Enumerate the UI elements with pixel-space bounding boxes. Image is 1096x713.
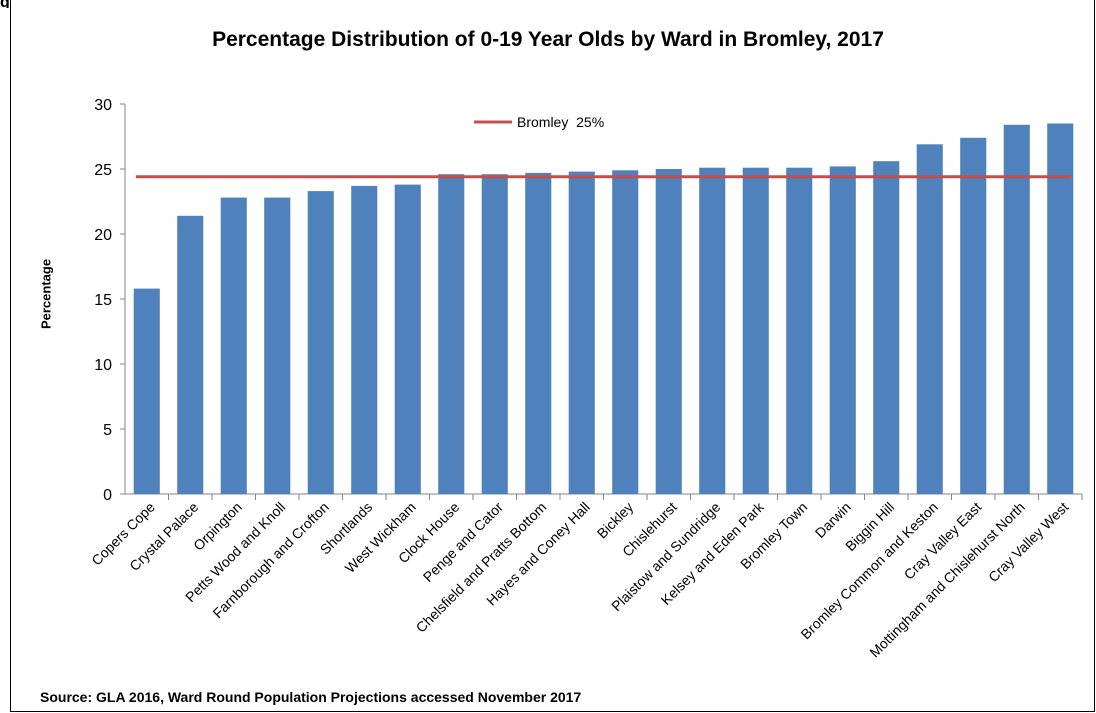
y-tick-label: 0	[103, 487, 112, 504]
bar	[1047, 123, 1074, 494]
chart-title: Percentage Distribution of 0-19 Year Old…	[212, 28, 884, 51]
cropped-heading-fragment: g	[0, 0, 24, 8]
bar	[525, 172, 552, 494]
x-tick-label: Penge and Cator	[420, 499, 506, 585]
y-tick-label: 10	[94, 357, 112, 374]
bar	[1003, 124, 1030, 495]
bar	[177, 215, 204, 495]
bar	[699, 167, 726, 494]
bar	[786, 167, 813, 494]
source-note: Source: GLA 2016, Ward Round Population …	[40, 689, 582, 705]
y-tick-label: 25	[94, 162, 112, 179]
bar	[873, 161, 900, 494]
bar	[220, 197, 247, 494]
bar	[568, 171, 595, 494]
bar	[916, 144, 943, 495]
bar	[394, 184, 421, 494]
y-tick-label: 20	[94, 227, 112, 244]
bar	[264, 197, 291, 494]
bar	[133, 288, 160, 494]
bar	[655, 169, 682, 494]
y-tick-label: 5	[103, 422, 112, 439]
x-tick-label: Cray Valley East	[901, 499, 985, 583]
bar	[351, 185, 378, 494]
bar	[481, 174, 508, 494]
x-tick-label: Darwin	[812, 499, 854, 541]
x-tick-label: Bickley	[594, 499, 637, 542]
bar	[612, 170, 639, 495]
bar	[307, 191, 334, 494]
x-tick-label: Mottingham and Chislehurst North	[866, 499, 1028, 661]
y-tick-label: 15	[94, 292, 112, 309]
y-tick-label: 30	[94, 97, 112, 114]
bar	[438, 174, 465, 494]
bar	[829, 166, 856, 494]
legend-label: Bromley 25%	[517, 114, 604, 130]
bar	[742, 167, 769, 494]
x-tick-label: Cray Valley West	[985, 499, 1071, 585]
bar	[960, 137, 987, 495]
